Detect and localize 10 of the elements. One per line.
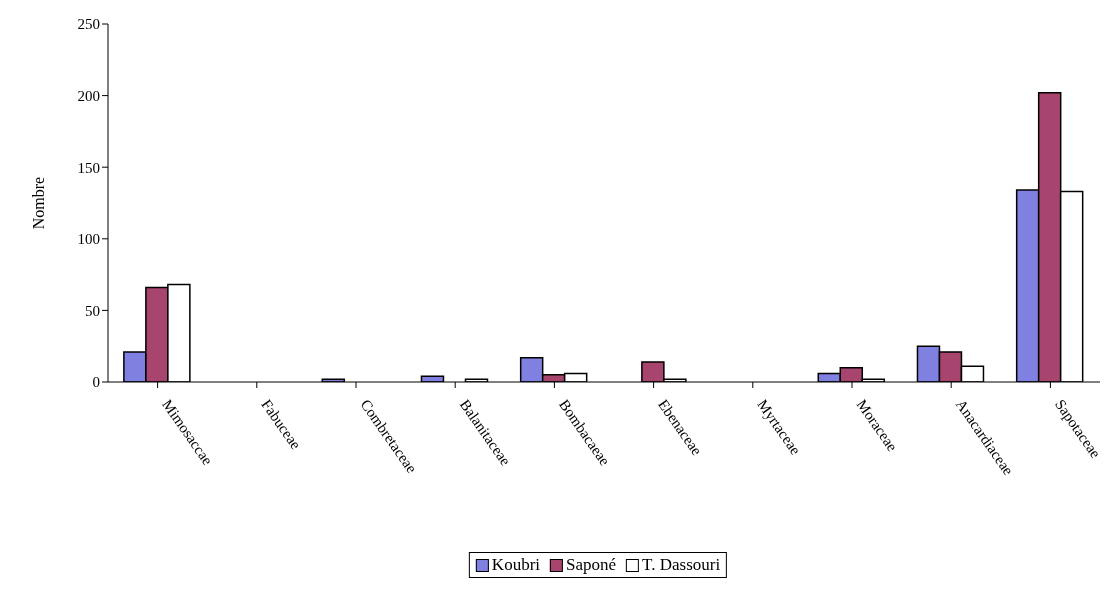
y-tick-label: 150 [77,159,100,176]
legend-label: T. Dassouri [642,555,721,575]
y-tick-label: 0 [92,374,100,391]
y-tick-label: 50 [85,302,100,319]
legend-label: Koubri [491,555,541,575]
y-axis-title: Nombre [29,176,47,230]
y-tick-label: 250 [77,16,100,33]
y-tick-label: 200 [77,87,100,104]
y-tick-label: 100 [77,231,100,248]
legend-label: Saponé [566,555,617,575]
